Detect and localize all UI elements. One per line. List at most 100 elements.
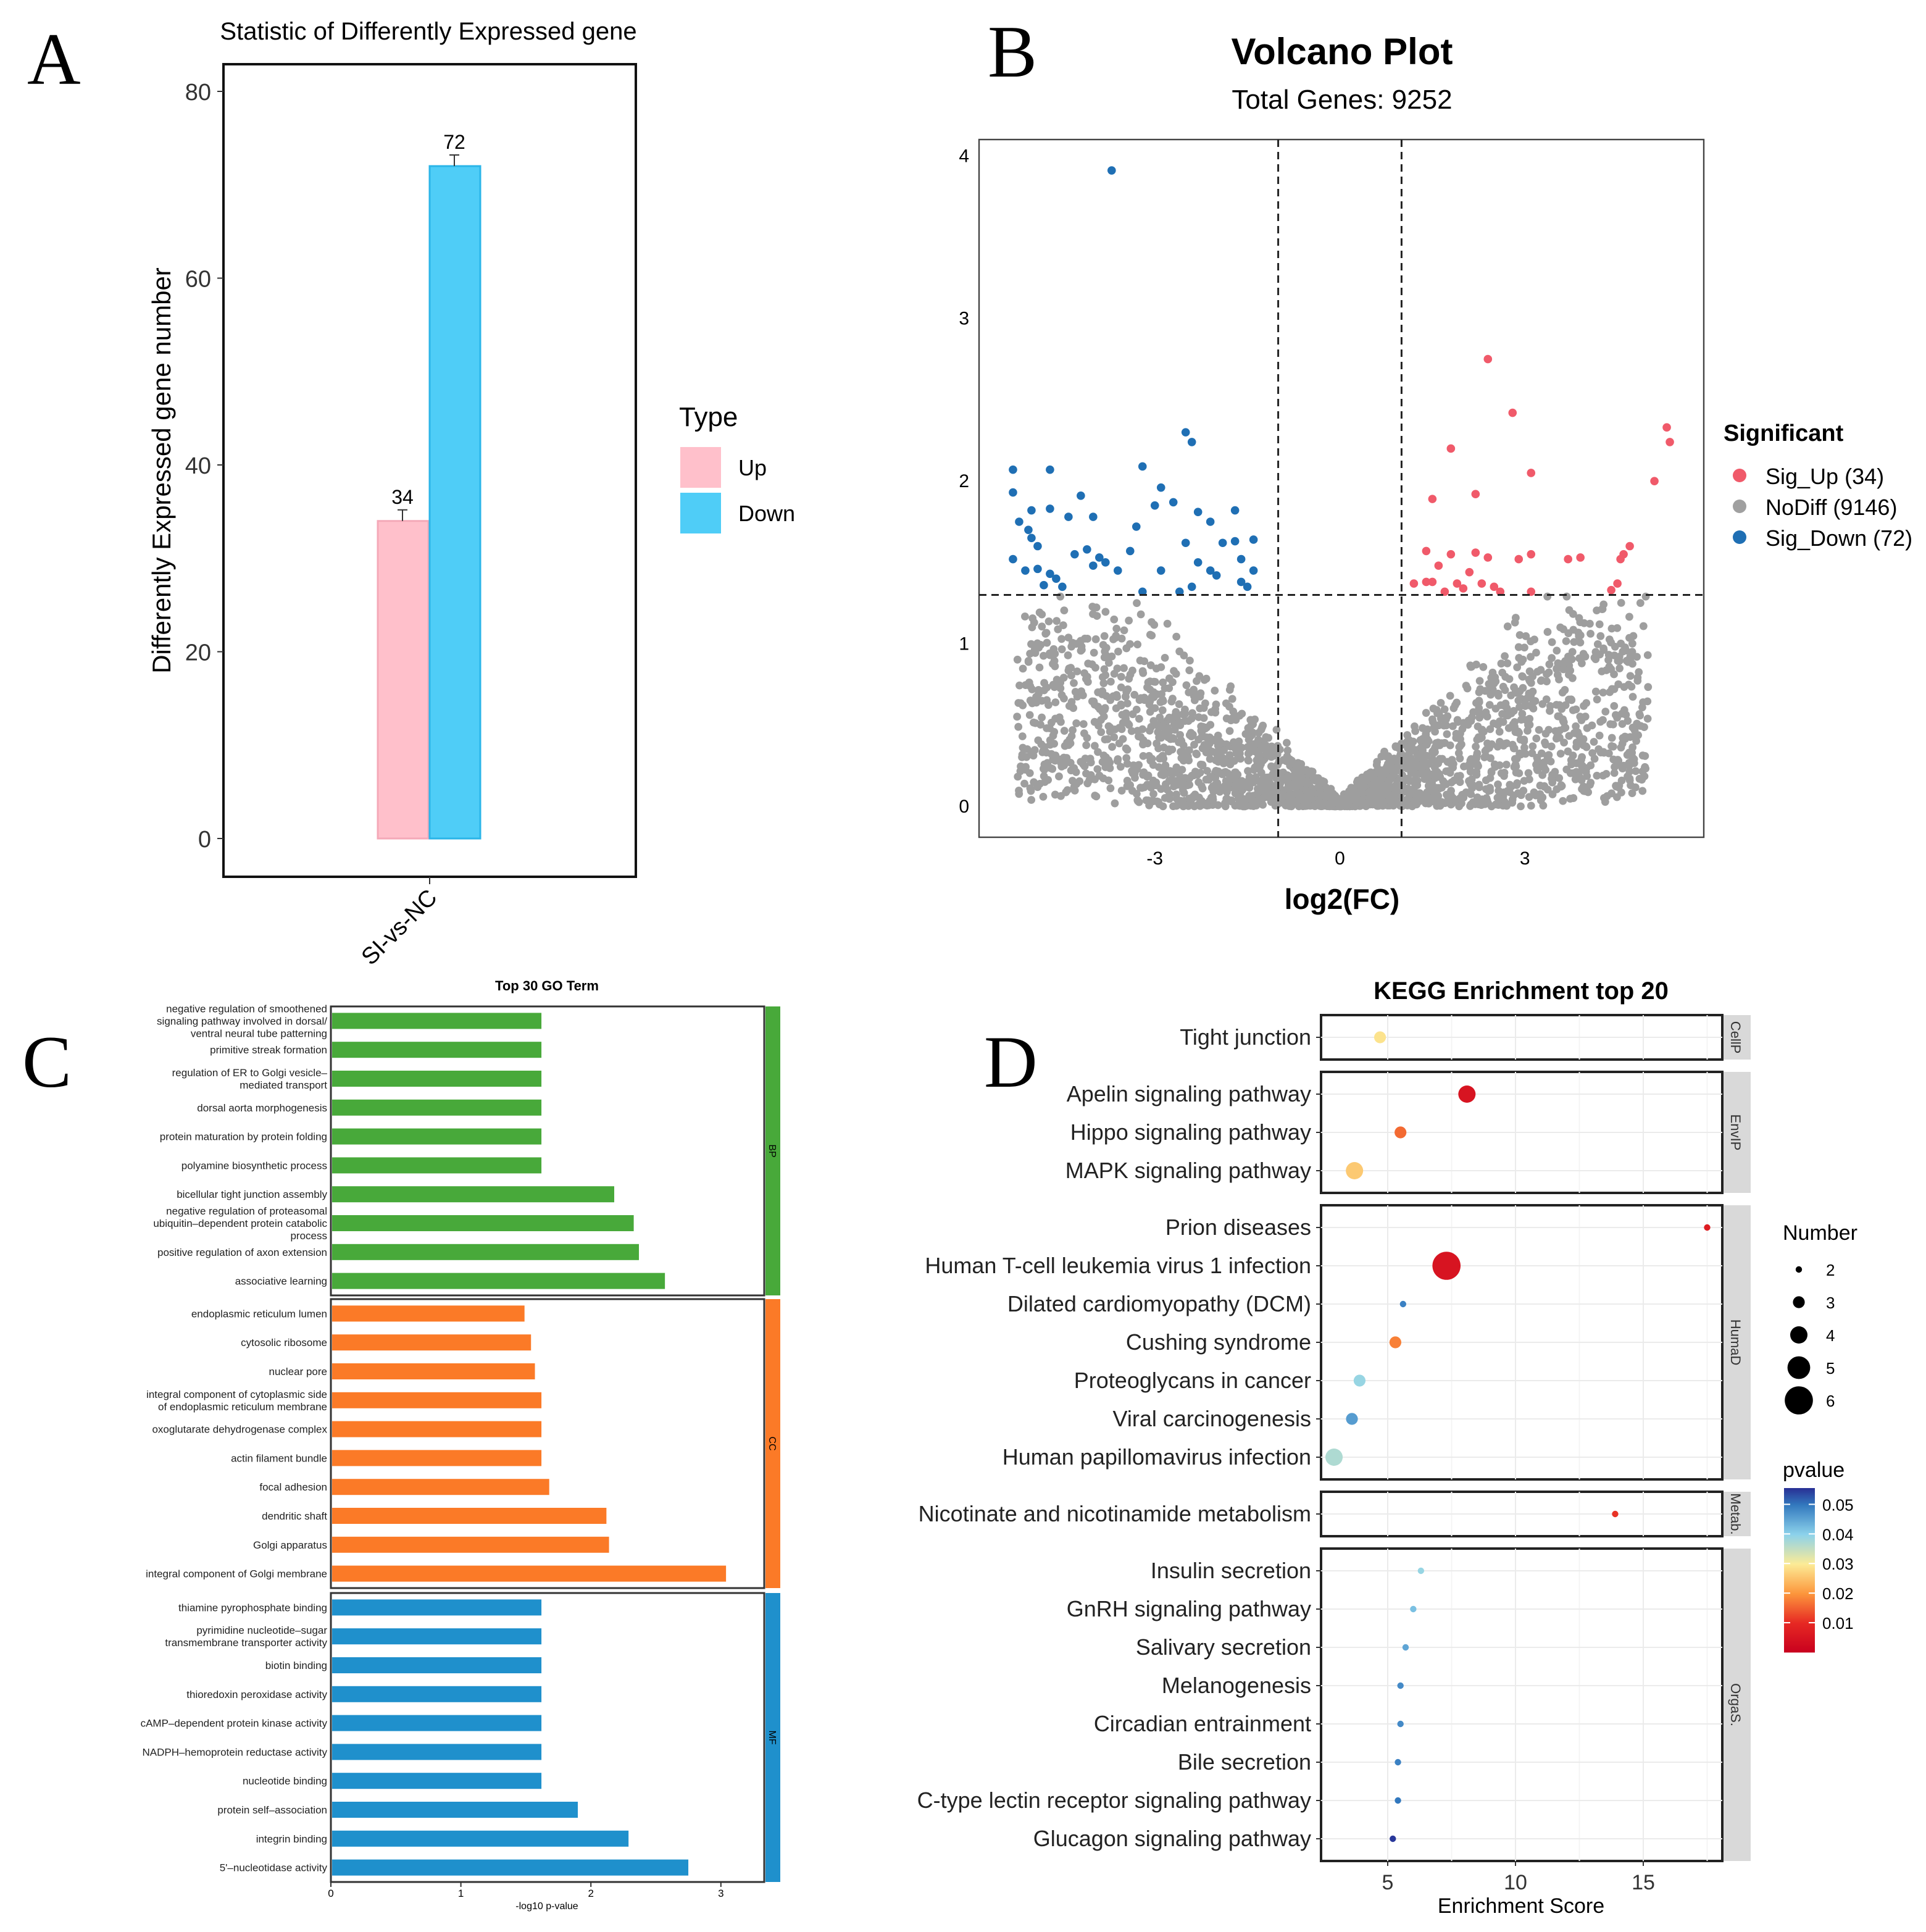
- nodiff-point: [1274, 800, 1282, 809]
- nodiff-point: [1035, 690, 1043, 698]
- nodiff-point: [1288, 759, 1296, 768]
- x-tick-label: 1: [458, 1888, 464, 1899]
- nodiff-point: [1292, 789, 1301, 798]
- nodiff-point: [1643, 714, 1652, 723]
- nodiff-point: [1133, 599, 1141, 608]
- go-term-label: integral component of Golgi membrane: [146, 1568, 327, 1580]
- nodiff-point: [1220, 746, 1228, 755]
- nodiff-point: [1440, 721, 1448, 730]
- size-legend-marker: [1795, 1266, 1803, 1273]
- go-term-label: nuclear pore: [269, 1366, 327, 1378]
- nodiff-point: [1519, 787, 1528, 795]
- colorbar-segment: [1784, 1512, 1815, 1513]
- nodiff-point: [1124, 719, 1132, 728]
- nodiff-point: [1149, 761, 1157, 769]
- go-bar: [332, 1128, 542, 1145]
- nodiff-point: [1487, 674, 1496, 682]
- nodiff-point: [1038, 748, 1047, 756]
- nodiff-point: [1190, 801, 1199, 810]
- nodiff-point: [1248, 730, 1256, 739]
- nodiff-point: [1606, 720, 1615, 729]
- nodiff-point: [1520, 643, 1528, 652]
- y-tick-label: 3: [959, 309, 969, 329]
- nodiff-point: [1625, 758, 1633, 767]
- colorbar-segment: [1784, 1545, 1815, 1547]
- nodiff-point: [1595, 650, 1603, 659]
- colorbar-segment: [1784, 1624, 1815, 1626]
- sig-down-point: [1070, 550, 1079, 559]
- nodiff-point: [1517, 802, 1525, 811]
- nodiff-point: [1527, 801, 1535, 810]
- nodiff-point: [1175, 738, 1183, 746]
- nodiff-point: [1428, 715, 1436, 724]
- nodiff-point: [1222, 699, 1230, 708]
- nodiff-point: [1245, 748, 1254, 757]
- y-tick-label: 40: [185, 453, 211, 479]
- y-tick-label: 60: [185, 267, 211, 293]
- nodiff-point: [1093, 765, 1102, 774]
- nodiff-point: [1099, 679, 1108, 687]
- color-legend-title: pvalue: [1783, 1458, 1845, 1482]
- nodiff-point: [1643, 651, 1652, 659]
- nodiff-point: [1514, 643, 1523, 651]
- go-term-label: ventral neural tube patterning: [191, 1027, 327, 1039]
- nodiff-point: [1262, 741, 1270, 750]
- nodiff-point: [1516, 735, 1525, 744]
- nodiff-point: [1533, 757, 1542, 766]
- colorbar-segment: [1784, 1645, 1815, 1647]
- pathway-label: C-type lectin receptor signaling pathway: [917, 1788, 1311, 1813]
- nodiff-point: [1206, 736, 1214, 745]
- size-legend-label: 6: [1826, 1392, 1835, 1410]
- colorbar-segment: [1784, 1607, 1815, 1608]
- nodiff-point: [1635, 668, 1643, 676]
- nodiff-points: [1013, 592, 1653, 811]
- colorbar-segment: [1784, 1489, 1815, 1491]
- sig-down-point: [1052, 574, 1061, 583]
- colorbar-segment: [1784, 1528, 1815, 1529]
- data-label: 34: [391, 486, 414, 508]
- nodiff-point: [1628, 748, 1636, 757]
- size-legend-marker: [1787, 1356, 1811, 1379]
- chart-title: Volcano Plot: [1232, 31, 1453, 72]
- nodiff-point: [1025, 769, 1034, 777]
- nodiff-point: [1528, 742, 1537, 750]
- go-term-label: NADPH–hemoprotein reductase activity: [142, 1746, 327, 1758]
- nodiff-point: [1067, 671, 1075, 680]
- nodiff-point: [1513, 663, 1522, 672]
- enrichment-point: [1394, 1758, 1401, 1766]
- sig-down-point: [1156, 483, 1165, 492]
- nodiff-point: [1440, 705, 1449, 714]
- nodiff-point: [1139, 669, 1148, 677]
- nodiff-point: [1101, 608, 1110, 616]
- nodiff-point: [1607, 624, 1616, 633]
- colorbar-label: 0.02: [1822, 1584, 1854, 1603]
- nodiff-point: [1391, 781, 1400, 790]
- nodiff-point: [1156, 755, 1164, 763]
- y-tick-label: 0: [959, 797, 969, 817]
- nodiff-point: [1424, 793, 1432, 801]
- nodiff-point: [1124, 685, 1132, 693]
- nodiff-point: [1203, 767, 1211, 775]
- nodiff-point: [1122, 693, 1130, 701]
- go-term-label: thioredoxin peroxidase activity: [186, 1689, 327, 1700]
- legend-label: Down: [738, 501, 795, 526]
- go-bar: [332, 1508, 607, 1524]
- nodiff-point: [1143, 739, 1152, 748]
- nodiff-point: [1048, 764, 1057, 773]
- colorbar-segment: [1784, 1510, 1815, 1512]
- go-bar: [332, 1244, 640, 1260]
- nodiff-point: [1413, 750, 1422, 758]
- nodiff-point: [1622, 646, 1630, 655]
- colorbar-segment: [1784, 1637, 1815, 1639]
- nodiff-point: [1367, 798, 1376, 807]
- nodiff-point: [1190, 771, 1198, 780]
- nodiff-point: [1125, 616, 1133, 625]
- sig-up-point: [1428, 577, 1437, 587]
- nodiff-point: [1043, 759, 1052, 767]
- nodiff-point: [1207, 708, 1215, 716]
- sig-up-point: [1490, 582, 1499, 592]
- sig-down-point: [1193, 508, 1203, 516]
- nodiff-point: [1018, 732, 1027, 740]
- nodiff-point: [1525, 689, 1533, 698]
- colorbar-segment: [1784, 1650, 1815, 1652]
